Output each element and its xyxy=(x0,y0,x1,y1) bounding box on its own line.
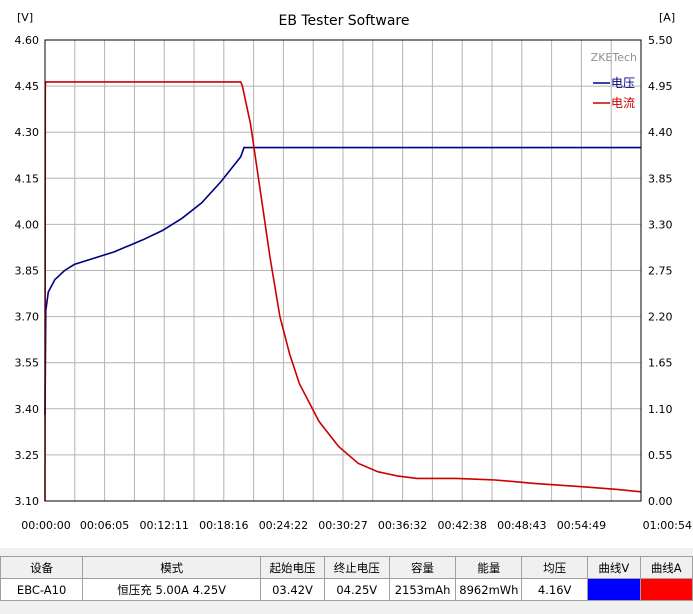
left-tick-label: 4.60 xyxy=(15,34,40,47)
x-tick-label: 00:30:27 xyxy=(318,519,367,532)
left-tick-label: 4.15 xyxy=(15,172,40,185)
chart-panel: EB Tester Software [V] [A] 4.60 4.45 4.30 4… xyxy=(0,0,693,548)
x-tick-label: 00:18:16 xyxy=(199,519,248,532)
chart-series xyxy=(44,81,642,502)
capacity-value: 2153mAh xyxy=(388,578,457,601)
right-tick-label: 2.20 xyxy=(648,311,673,324)
info-header-row: 设备 模式 起始电压 终止电压 容量 能量 均压 曲线V 曲线A xyxy=(0,556,693,579)
right-tick-label: 1.10 xyxy=(648,403,673,416)
right-tick-label: 5.50 xyxy=(648,34,673,47)
left-tick-label: 4.00 xyxy=(15,218,40,231)
x-tick-label: 00:54:49 xyxy=(557,519,606,532)
right-tick-label: 2.75 xyxy=(648,265,673,278)
x-tick-label: 00:24:22 xyxy=(259,519,308,532)
header-mode: 模式 xyxy=(82,556,262,579)
header-start-voltage: 起始电压 xyxy=(260,556,325,579)
x-axis-ticks: 00:00:00 00:06:05 00:12:11 00:18:16 00:24:22… xyxy=(21,519,692,532)
voltage-current-chart: EB Tester Software [V] [A] 4.604.454.304… xyxy=(15,11,693,532)
brand-label: ZKETech xyxy=(591,51,637,64)
curve-a-color-swatch[interactable] xyxy=(640,579,692,600)
avg-voltage-value: 4.16V xyxy=(521,578,589,601)
legend-label: 电压 xyxy=(611,76,635,90)
left-tick-label: 3.10 xyxy=(15,495,40,508)
plot-frame xyxy=(44,39,642,502)
right-tick-label: 4.40 xyxy=(648,126,673,139)
x-tick-label: 00:00:00 xyxy=(21,519,70,532)
left-tick-label: 3.40 xyxy=(15,403,40,416)
x-tick-label: 00:36:32 xyxy=(378,519,427,532)
header-capacity: 容量 xyxy=(388,556,457,579)
x-tick-label: 00:42:38 xyxy=(437,519,486,532)
header-end-voltage: 终止电压 xyxy=(323,556,390,579)
header-curve-a: 曲线A xyxy=(639,556,693,579)
x-tick-label: 01:00:54 xyxy=(643,519,692,532)
header-device: 设备 xyxy=(0,556,84,579)
voltage-series-line xyxy=(44,146,641,415)
curve-a-color-cell[interactable] xyxy=(639,578,693,601)
left-tick-label: 3.85 xyxy=(15,265,40,278)
header-avg-voltage: 均压 xyxy=(521,556,589,579)
header-curve-v: 曲线V xyxy=(587,556,641,579)
curve-v-color-cell[interactable] xyxy=(587,578,641,601)
right-tick-label: 3.30 xyxy=(648,218,673,231)
energy-value: 8962mWh xyxy=(455,578,523,601)
left-tick-label: 3.25 xyxy=(15,449,40,462)
right-axis-ticks: 5.50 4.95 4.40 3.85 3.30 2.75 2.20 1.65 1.10 0.55… xyxy=(648,34,673,508)
x-tick-label: 00:12:11 xyxy=(139,519,188,532)
curve-v-color-swatch[interactable] xyxy=(588,579,639,600)
right-tick-label: 0.55 xyxy=(648,449,673,462)
end-voltage-value: 04.25V xyxy=(323,578,390,601)
left-tick-label: 4.30 xyxy=(15,126,40,139)
left-axis-ticks: 4.60 4.45 4.30 4.15 4.00 3.85 3.70 3.55 3.40 3.25… xyxy=(15,34,40,508)
start-voltage-value: 03.42V xyxy=(260,578,325,601)
left-tick-label: 3.70 xyxy=(15,311,40,324)
header-energy: 能量 xyxy=(455,556,523,579)
info-value-row: EBC-A10 恒压充 5.00A 4.25V 03.42V 04.25V 21… xyxy=(0,578,693,601)
test-info-table: 设备 模式 起始电压 终止电压 容量 能量 均压 曲线V 曲线A EBC-A10… xyxy=(0,556,693,601)
right-axis-unit: [A] xyxy=(659,11,675,24)
right-tick-label: 4.95 xyxy=(648,80,673,93)
mode-value: 恒压充 5.00A 4.25V xyxy=(82,578,262,601)
current-series-line xyxy=(44,81,642,502)
left-tick-label: 3.55 xyxy=(15,357,40,370)
x-tick-label: 00:06:05 xyxy=(80,519,129,532)
right-tick-label: 3.85 xyxy=(648,172,673,185)
x-tick-label: 00:48:43 xyxy=(497,519,546,532)
left-tick-label: 4.45 xyxy=(15,80,40,93)
legend-label: 电流 xyxy=(611,96,635,110)
left-axis-unit: [V] xyxy=(17,11,33,24)
device-value: EBC-A10 xyxy=(0,578,84,601)
chart-grid xyxy=(45,40,641,501)
right-tick-label: 0.00 xyxy=(648,495,673,508)
right-tick-label: 1.65 xyxy=(648,357,673,370)
chart-title: EB Tester Software xyxy=(278,13,409,29)
